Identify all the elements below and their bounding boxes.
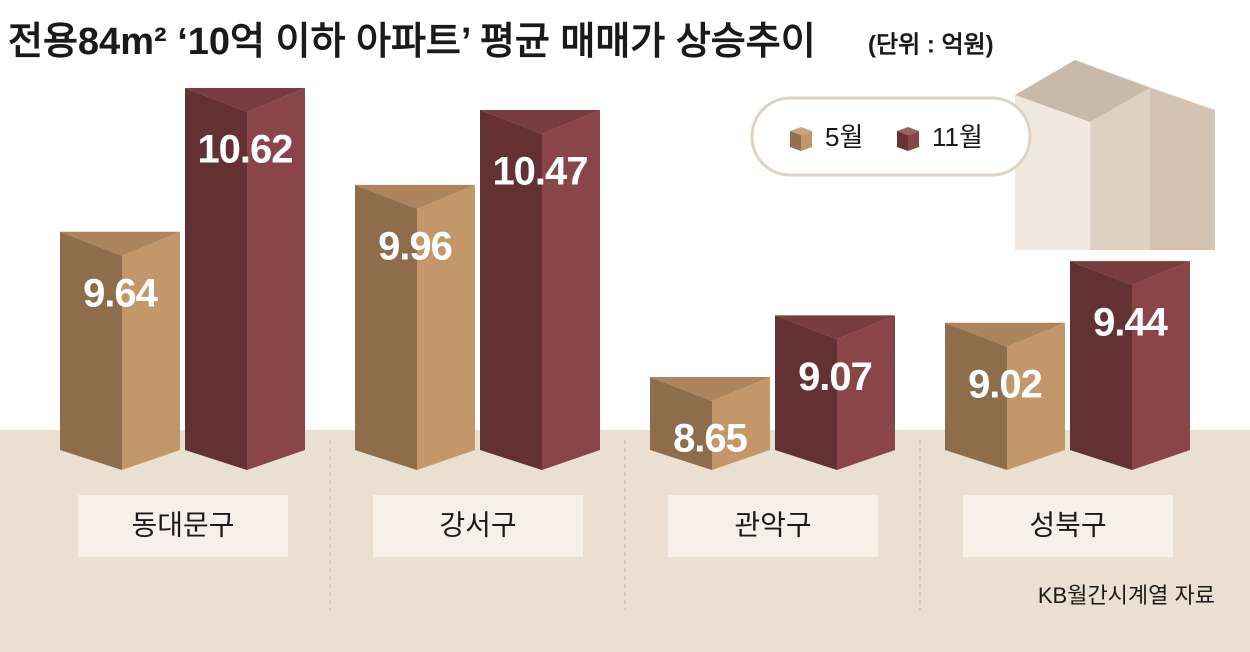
category-box [373, 495, 583, 557]
value-label: 8.65 [673, 417, 748, 461]
bar-top [60, 231, 180, 256]
bar-face-left-shade [1070, 261, 1132, 470]
legend-icon-shade [897, 131, 908, 151]
value-label: 9.96 [378, 224, 452, 268]
bar-top-shade [945, 322, 1065, 347]
bar-face-left [185, 88, 247, 470]
value-label: 10.62 [197, 128, 292, 172]
value-label: 9.02 [968, 362, 1042, 406]
chart-title: 전용84m² ‘10억 이하 아파트’ 평균 매매가 상승추이 [8, 21, 816, 63]
bar [650, 377, 770, 470]
legend-label: 5월 [825, 122, 863, 152]
legend-icon [790, 127, 812, 151]
bar-top [480, 110, 600, 135]
bar-face-left [650, 377, 712, 470]
bar-top [775, 315, 895, 340]
bar [775, 315, 895, 470]
legend-icon-top [790, 127, 812, 135]
bar-face-right [837, 315, 895, 470]
bar-top [650, 377, 770, 401]
bar-top [945, 322, 1065, 347]
bar-top-shade [60, 231, 180, 256]
bar-face-left-shade [650, 377, 712, 470]
category-label: 동대문구 [131, 509, 234, 540]
bar-face-left [355, 184, 417, 471]
category-box [963, 495, 1173, 557]
legend-icon-front [897, 131, 908, 151]
bar-face-left [60, 231, 122, 470]
bar [355, 184, 475, 471]
value-label: 10.47 [492, 150, 587, 194]
bar-face-right [122, 231, 180, 470]
bar-face-right [417, 184, 475, 471]
value-label: 9.07 [798, 355, 872, 399]
bar-top-shade [775, 315, 895, 340]
building-illustration [1015, 60, 1215, 250]
legend-icon-shade [790, 131, 801, 151]
chart-subtitle: (단위 : 억원) [868, 31, 994, 58]
legend-icon-front [790, 131, 801, 151]
source: KB월간시계열 자료 [1038, 583, 1215, 608]
bar-face-right [712, 377, 770, 470]
bar-top [1070, 261, 1190, 286]
bar [945, 322, 1065, 470]
bar-face-left-shade [185, 88, 247, 470]
bar-top [185, 88, 305, 112]
bar [1070, 261, 1190, 470]
bar-face-left-shade [480, 110, 542, 471]
category-box [78, 495, 288, 557]
bar-top-shade [650, 377, 770, 401]
bar-top-shade [185, 88, 305, 112]
bar-face-left-shade [775, 315, 837, 470]
legend-box [750, 96, 1032, 177]
bar [185, 88, 305, 470]
legend-icon-top [897, 127, 919, 135]
value-label: 9.64 [83, 271, 159, 315]
legend-label: 11월 [932, 122, 983, 152]
legend-icon [897, 127, 919, 151]
bar-face-left-shade [60, 231, 122, 470]
bar-face-left [1070, 261, 1132, 470]
bar [480, 110, 600, 471]
bar-face-left [775, 315, 837, 470]
bar-face-right [247, 88, 305, 470]
category-label: 성북구 [1029, 509, 1106, 540]
bar-top-shade [355, 184, 475, 209]
legend-icon-side [908, 131, 919, 151]
bar-face-left [480, 110, 542, 471]
bar-face-left-shade [945, 322, 1007, 470]
bar-top [355, 184, 475, 209]
value-label: 9.44 [1093, 301, 1169, 345]
bar-face-right [1007, 322, 1065, 470]
category-label: 관악구 [734, 509, 811, 540]
bar-face-right [1132, 261, 1190, 470]
legend-icon-side [801, 131, 812, 151]
bar-top-shade [1070, 261, 1190, 286]
bar-face-left [945, 322, 1007, 470]
category-box [668, 495, 878, 557]
bar [60, 231, 180, 470]
bar-top-shade [480, 110, 600, 135]
bar-face-right [542, 110, 600, 471]
category-label: 강서구 [439, 509, 516, 540]
bar-face-left-shade [355, 184, 417, 471]
